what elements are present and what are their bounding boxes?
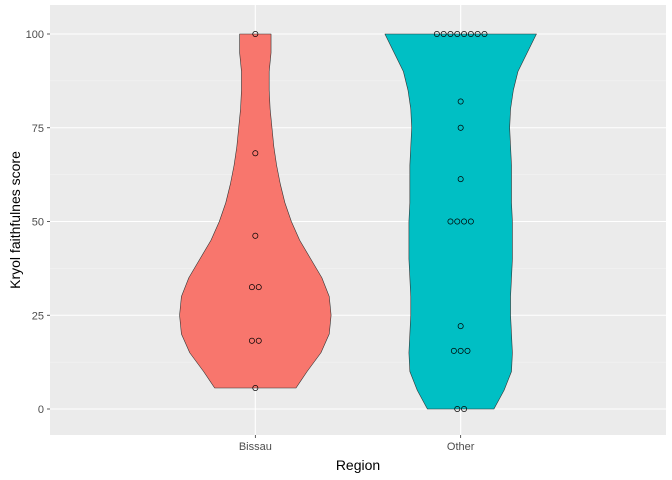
data-point	[440, 31, 447, 37]
data-point	[461, 218, 468, 225]
data-point	[467, 31, 474, 37]
data-point	[457, 323, 464, 330]
violin-other	[384, 33, 537, 410]
data-point	[461, 31, 468, 37]
x-tick-label: Bissau	[239, 441, 272, 453]
violins	[179, 33, 537, 410]
data-point	[454, 31, 461, 37]
data-point	[433, 31, 440, 37]
y-axis-ticks: 0 25 50 75 100	[26, 29, 50, 416]
y-tick-label: 25	[32, 310, 44, 322]
data-point	[457, 98, 464, 105]
plot-panel	[50, 5, 666, 435]
data-point	[252, 150, 259, 157]
data-point	[450, 347, 457, 354]
y-tick-label: 100	[26, 29, 44, 41]
data-point	[467, 218, 474, 225]
data-point	[457, 347, 464, 354]
data-point	[464, 347, 471, 354]
dot-points	[248, 31, 488, 412]
grid-minor	[50, 80, 666, 363]
y-tick-label: 0	[38, 404, 44, 416]
data-point	[454, 218, 461, 225]
data-point	[457, 176, 464, 183]
x-axis-ticks: Bissau Other	[239, 435, 475, 453]
data-point	[457, 124, 464, 131]
data-point	[461, 406, 468, 412]
data-point	[481, 31, 488, 37]
x-tick-label: Other	[447, 441, 475, 453]
data-point	[255, 337, 262, 344]
y-axis-title: Kryol faithfulnes score	[7, 151, 23, 289]
data-point	[252, 385, 259, 391]
data-point	[255, 284, 262, 291]
data-point	[454, 406, 461, 412]
violin-bissau	[179, 33, 332, 389]
data-point	[252, 232, 259, 239]
x-axis-title: Region	[336, 457, 380, 473]
y-tick-label: 50	[32, 217, 44, 229]
data-point	[447, 31, 454, 37]
data-point	[248, 284, 255, 291]
data-point	[248, 337, 255, 344]
data-point	[447, 218, 454, 225]
data-point	[474, 31, 481, 37]
y-tick-label: 75	[32, 123, 44, 135]
data-point	[252, 31, 259, 37]
